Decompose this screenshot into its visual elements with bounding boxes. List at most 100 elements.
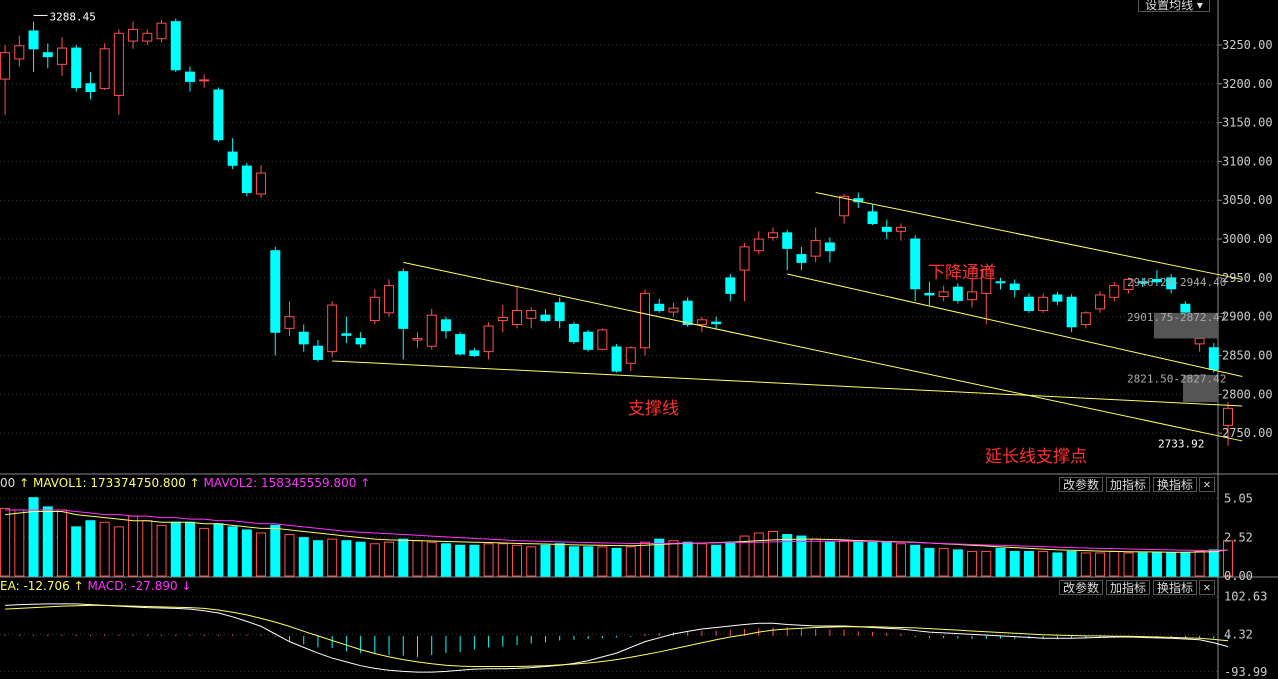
gap-box [1183, 374, 1218, 403]
candle-body [327, 304, 338, 353]
volume-bar [369, 543, 380, 577]
candle-body [455, 334, 466, 355]
macd-swap-indicator-button[interactable]: 换指标 [1153, 580, 1197, 595]
volume-bar [1009, 550, 1020, 577]
add-indicator-label: 加指标 [1109, 478, 1146, 492]
volume-bar [113, 526, 124, 577]
volume-bar [839, 540, 850, 577]
price-tick-label: 2750.00 [1222, 426, 1273, 440]
candle-body [398, 271, 409, 329]
volume-swap-indicator-button[interactable]: 换指标 [1153, 477, 1197, 492]
candle-body [952, 286, 963, 301]
candle-body [0, 52, 11, 80]
candle-body [213, 89, 224, 141]
candle-body [711, 321, 722, 325]
volume-bar [725, 541, 736, 577]
set-ma-label: 设置均线 [1145, 0, 1194, 12]
candle-body [881, 226, 892, 232]
volume-change-params-button[interactable]: 改参数 [1059, 477, 1103, 492]
candle-body [682, 300, 693, 325]
macd-change-params-button[interactable]: 改参数 [1059, 580, 1103, 595]
candle-body [298, 331, 309, 345]
candle-body [170, 21, 181, 71]
candle-body [1208, 347, 1219, 371]
candle-body [199, 79, 210, 82]
volume-bar [156, 524, 167, 577]
candle-body [810, 240, 821, 257]
candle-body [867, 211, 878, 225]
candle-body [512, 309, 523, 325]
price-tick-label: 3050.00 [1222, 193, 1273, 207]
volume-bar [1151, 552, 1162, 577]
volume-bar [142, 520, 153, 577]
candle-body [1151, 278, 1162, 283]
volume-bar [42, 506, 53, 577]
range-price-label: 2901.75-2872.47 [1127, 311, 1226, 324]
volume-bar [597, 546, 608, 577]
volume-bar [739, 535, 750, 577]
volume-bar [981, 550, 992, 577]
price-tick-label: 2800.00 [1222, 387, 1273, 401]
macd-close-icon[interactable]: ✕ [1199, 580, 1215, 595]
volume-bar [540, 544, 551, 577]
candle-body [227, 151, 238, 166]
macd-add-indicator-button[interactable]: 加指标 [1106, 580, 1150, 595]
volume-bar [256, 532, 267, 577]
volume-bar [199, 527, 210, 577]
candle-body [625, 347, 636, 364]
volume-bar [711, 544, 722, 577]
volume-bar [270, 524, 281, 577]
volume-bar [14, 509, 25, 577]
volume-bar [1109, 550, 1120, 577]
volume-bar [184, 521, 195, 577]
candle-body [1194, 337, 1205, 345]
volume-prefix: 00 [0, 476, 16, 490]
volume-close-icon[interactable]: ✕ [1199, 477, 1215, 492]
candle-body [1023, 296, 1034, 311]
volume-bar [526, 546, 537, 577]
candle-body [839, 195, 850, 217]
volume-bar [440, 543, 451, 577]
volume-layer [0, 497, 1234, 577]
volume-bar [668, 540, 679, 577]
volume-bar [71, 526, 82, 577]
set-ma-button[interactable]: 设置均线 ▾ [1138, 0, 1210, 12]
annotation-channel: 下降通道 [928, 263, 996, 283]
macd-tick-label: 102.63 [1224, 590, 1267, 604]
candle-body [1009, 283, 1020, 291]
volume-bar [583, 546, 594, 577]
volume-add-indicator-button[interactable]: 加指标 [1106, 477, 1150, 492]
price-tick-label: 3200.00 [1222, 77, 1273, 91]
change-params-label: 改参数 [1062, 581, 1099, 595]
candle-body [640, 292, 651, 349]
volume-bar [227, 526, 238, 577]
volume-bar [241, 529, 252, 577]
macd-tick-label: 4.32 [1224, 627, 1253, 641]
candle-body [85, 83, 96, 93]
volume-bar [625, 546, 636, 577]
volume-bar [796, 535, 807, 577]
candle-body [583, 331, 594, 350]
volume-bar [412, 540, 423, 577]
dea-line [5, 604, 1229, 667]
price-tick-label: 2950.00 [1222, 271, 1273, 285]
candlestick-layer [0, 18, 1234, 446]
volume-bar [0, 507, 11, 577]
candle-body [1095, 294, 1106, 310]
range-price-label: 2946.20-2944.40 [1127, 276, 1226, 289]
candle-body [796, 254, 807, 263]
candle-body [184, 71, 195, 82]
candle-body [540, 314, 551, 322]
candle-body [895, 226, 906, 232]
volume-bar [1223, 540, 1234, 577]
price-tick-label: 2900.00 [1222, 310, 1273, 324]
candle-body [284, 316, 295, 329]
candle-body [824, 242, 835, 252]
channel-lower [787, 273, 1243, 377]
candle-body [440, 319, 451, 332]
price-tick-label: 2850.00 [1222, 349, 1273, 363]
volume-bar [881, 541, 892, 577]
volume-bar [341, 540, 352, 577]
candle-body [1137, 281, 1148, 284]
